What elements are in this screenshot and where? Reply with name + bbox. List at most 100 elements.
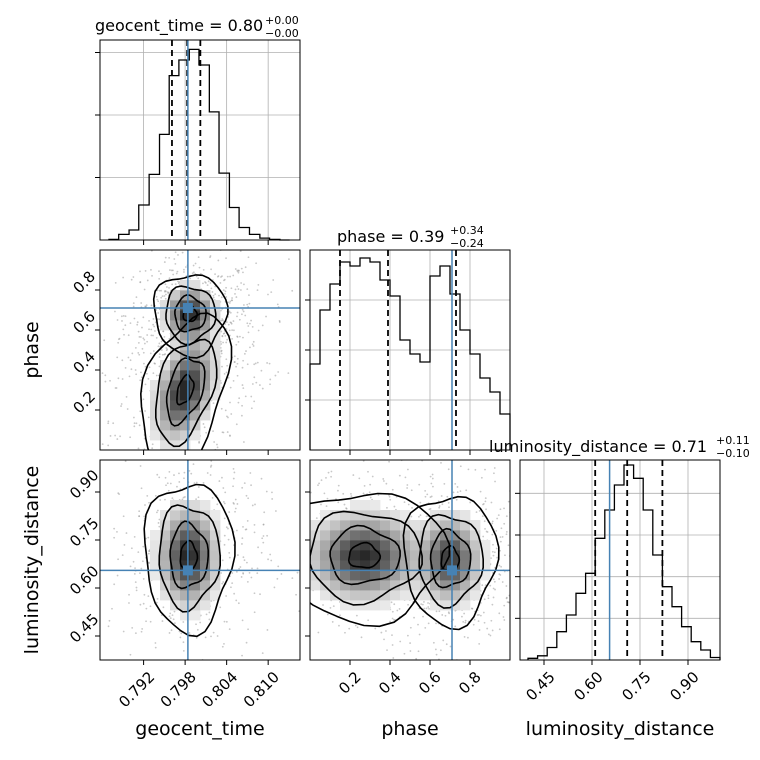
density-cell (180, 330, 191, 341)
scatter-point (431, 477, 434, 480)
scatter-point (325, 505, 328, 508)
scatter-point (231, 338, 234, 340)
scatter-point (250, 407, 253, 410)
scatter-point (367, 619, 370, 622)
scatter-point (424, 627, 427, 629)
density-cell (430, 570, 441, 581)
scatter-point (155, 374, 158, 377)
density-cell (320, 530, 331, 541)
density-cell (480, 560, 491, 571)
density-cell (420, 530, 431, 541)
scatter-point (259, 593, 261, 596)
scatter-point (522, 557, 524, 559)
scatter-point (262, 535, 265, 537)
scatter-point (503, 522, 506, 525)
scatter-point (147, 595, 150, 598)
scatter-point (155, 601, 158, 604)
scatter-point (427, 606, 430, 608)
scatter-point (144, 342, 146, 345)
scatter-point (427, 602, 429, 604)
scatter-point (235, 570, 238, 573)
scatter-point (135, 586, 138, 589)
scatter-point (435, 610, 438, 613)
density-cell (180, 610, 191, 621)
scatter-point (382, 480, 385, 482)
scatter-point (503, 507, 505, 510)
scatter-point (148, 550, 150, 552)
scatter-point (491, 603, 494, 606)
density-cell (420, 550, 431, 561)
scatter-point (277, 565, 280, 568)
scatter-point (199, 242, 201, 244)
density-cell (350, 540, 361, 551)
scatter-point (438, 505, 441, 507)
scatter-point (139, 270, 141, 273)
density-cell (330, 510, 341, 521)
scatter-point (224, 292, 226, 295)
density-cell (170, 320, 181, 331)
scatter-point (409, 650, 412, 652)
scatter-point (143, 362, 145, 365)
density-cell (380, 530, 391, 541)
scatter-point (129, 436, 132, 439)
scatter-point (174, 470, 176, 472)
scatter-point (226, 431, 229, 433)
scatter-point (116, 531, 118, 533)
scatter-point (212, 430, 214, 433)
scatter-point (504, 554, 506, 557)
density-cell (440, 600, 451, 611)
density-cell (370, 570, 381, 581)
scatter-point (419, 514, 422, 517)
scatter-point (198, 440, 201, 443)
scatter-point (197, 486, 200, 488)
density-cell (170, 300, 181, 311)
scatter-point (135, 296, 138, 299)
scatter-point (418, 515, 420, 518)
density-cell (200, 320, 211, 331)
density-cell (420, 590, 431, 601)
contour-line (347, 541, 382, 569)
scatter-point (479, 428, 481, 430)
scatter-point (516, 644, 518, 646)
density-cell (160, 430, 171, 441)
density-phase-vs-luminosity-distance-plot (254, 428, 542, 660)
density-cell (440, 520, 451, 531)
density-cell (160, 540, 171, 551)
scatter-point (241, 404, 243, 407)
scatter-point (198, 481, 200, 483)
density-cell (170, 560, 181, 571)
scatter-point (132, 276, 135, 278)
density-cell (190, 380, 201, 391)
scatter-point (202, 268, 205, 271)
density-cell (200, 550, 211, 561)
scatter-point (260, 551, 263, 554)
scatter-point (326, 439, 328, 441)
scatter-point (178, 458, 180, 460)
scatter-point (216, 635, 219, 637)
scatter-point (136, 323, 139, 326)
scatter-point (274, 540, 276, 542)
scatter-point (254, 540, 256, 542)
scatter-point (152, 318, 155, 320)
scatter-point (150, 268, 152, 271)
scatter-point (225, 526, 228, 529)
scatter-point (426, 493, 429, 496)
scatter-point (148, 366, 151, 369)
density-cell (390, 570, 401, 581)
scatter-point (291, 592, 293, 594)
scatter-point (404, 476, 407, 479)
scatter-point (503, 619, 506, 621)
scatter-point (152, 668, 154, 670)
scatter-point (174, 283, 177, 286)
scatter-point (540, 580, 542, 582)
scatter-point (498, 564, 501, 567)
scatter-point (112, 422, 115, 425)
scatter-point (241, 537, 244, 540)
density-cell (310, 560, 321, 571)
scatter-point (267, 558, 269, 561)
scatter-point (181, 458, 183, 460)
scatter-point (409, 642, 412, 644)
scatter-point (241, 654, 243, 657)
scatter-point (491, 520, 494, 523)
density-cell (180, 310, 191, 321)
